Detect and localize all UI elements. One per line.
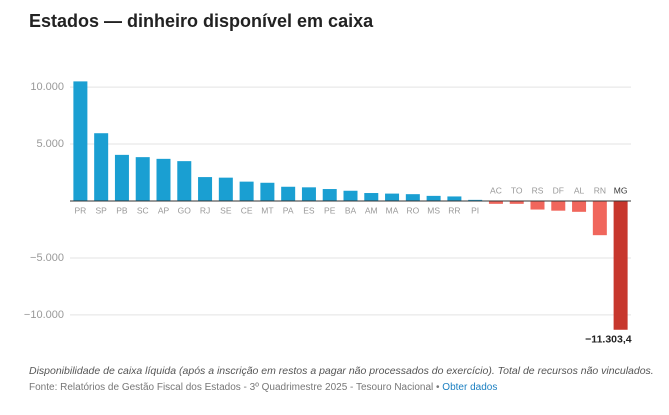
data-link[interactable]: Obter dados [442, 382, 497, 393]
x-tick-label: CE [241, 205, 253, 215]
source-text: Fonte: Relatórios de Gestão Fiscal dos E… [29, 382, 433, 393]
x-tick-label: PI [471, 205, 479, 215]
bar [94, 133, 109, 201]
x-tick-label: SC [137, 205, 149, 215]
x-tick-label: BA [345, 205, 357, 215]
bar [281, 186, 296, 201]
bar [613, 201, 628, 330]
x-tick-label: PB [116, 205, 128, 215]
x-tick-label: RJ [200, 205, 210, 215]
x-tick-label: ES [303, 205, 315, 215]
x-tick-label: DF [553, 185, 564, 195]
bar [447, 196, 462, 201]
bar [385, 193, 400, 201]
bar [426, 195, 441, 201]
x-tick-label: RS [532, 185, 544, 195]
bar [488, 201, 503, 204]
x-tick-label: AM [365, 205, 378, 215]
y-tick-label: 5.000 [36, 138, 64, 150]
bar [135, 157, 150, 201]
bar [218, 177, 233, 201]
bar [301, 187, 316, 201]
bar [364, 193, 379, 201]
x-tick-label: AL [574, 185, 585, 195]
x-tick-label: SP [95, 205, 107, 215]
bar [260, 182, 275, 201]
x-tick-label: MG [614, 185, 628, 195]
x-tick-label: MS [427, 205, 440, 215]
bar [343, 190, 358, 201]
x-tick-label: GO [178, 205, 192, 215]
bar [177, 161, 192, 201]
bar [572, 201, 587, 212]
source: Fonte: Relatórios de Gestão Fiscal dos E… [29, 382, 497, 393]
x-tick-label: PE [324, 205, 336, 215]
x-tick-label: TO [511, 185, 523, 195]
x-tick-label: AC [490, 185, 502, 195]
bar [405, 194, 420, 201]
y-tick-label: −5.000 [30, 252, 64, 264]
x-tick-label: MT [261, 205, 273, 215]
bar [73, 81, 88, 201]
bar [592, 201, 607, 236]
bar [322, 189, 337, 201]
x-tick-label: RO [406, 205, 419, 215]
x-tick-label: MA [386, 205, 399, 215]
bar [198, 177, 213, 201]
value-label: −11.303,4 [585, 334, 632, 346]
bar [239, 181, 254, 201]
separator: • [433, 382, 442, 393]
x-tick-label: RN [594, 185, 606, 195]
chart-title: Estados — dinheiro disponível em caixa [29, 11, 374, 31]
x-tick-label: RR [448, 205, 460, 215]
bar [114, 154, 129, 201]
bar [551, 201, 566, 211]
bar [530, 201, 545, 210]
y-tick-label: −10.000 [24, 309, 64, 321]
x-tick-label: PR [74, 205, 86, 215]
bar [468, 199, 483, 201]
chart-note: Disponibilidade de caixa líquida (após a… [29, 365, 654, 377]
bar [156, 158, 171, 201]
x-tick-label: AP [158, 205, 170, 215]
x-tick-label: PA [283, 205, 294, 215]
bar [509, 201, 524, 204]
x-tick-label: SE [220, 205, 232, 215]
y-tick-label: 10.000 [30, 81, 64, 93]
